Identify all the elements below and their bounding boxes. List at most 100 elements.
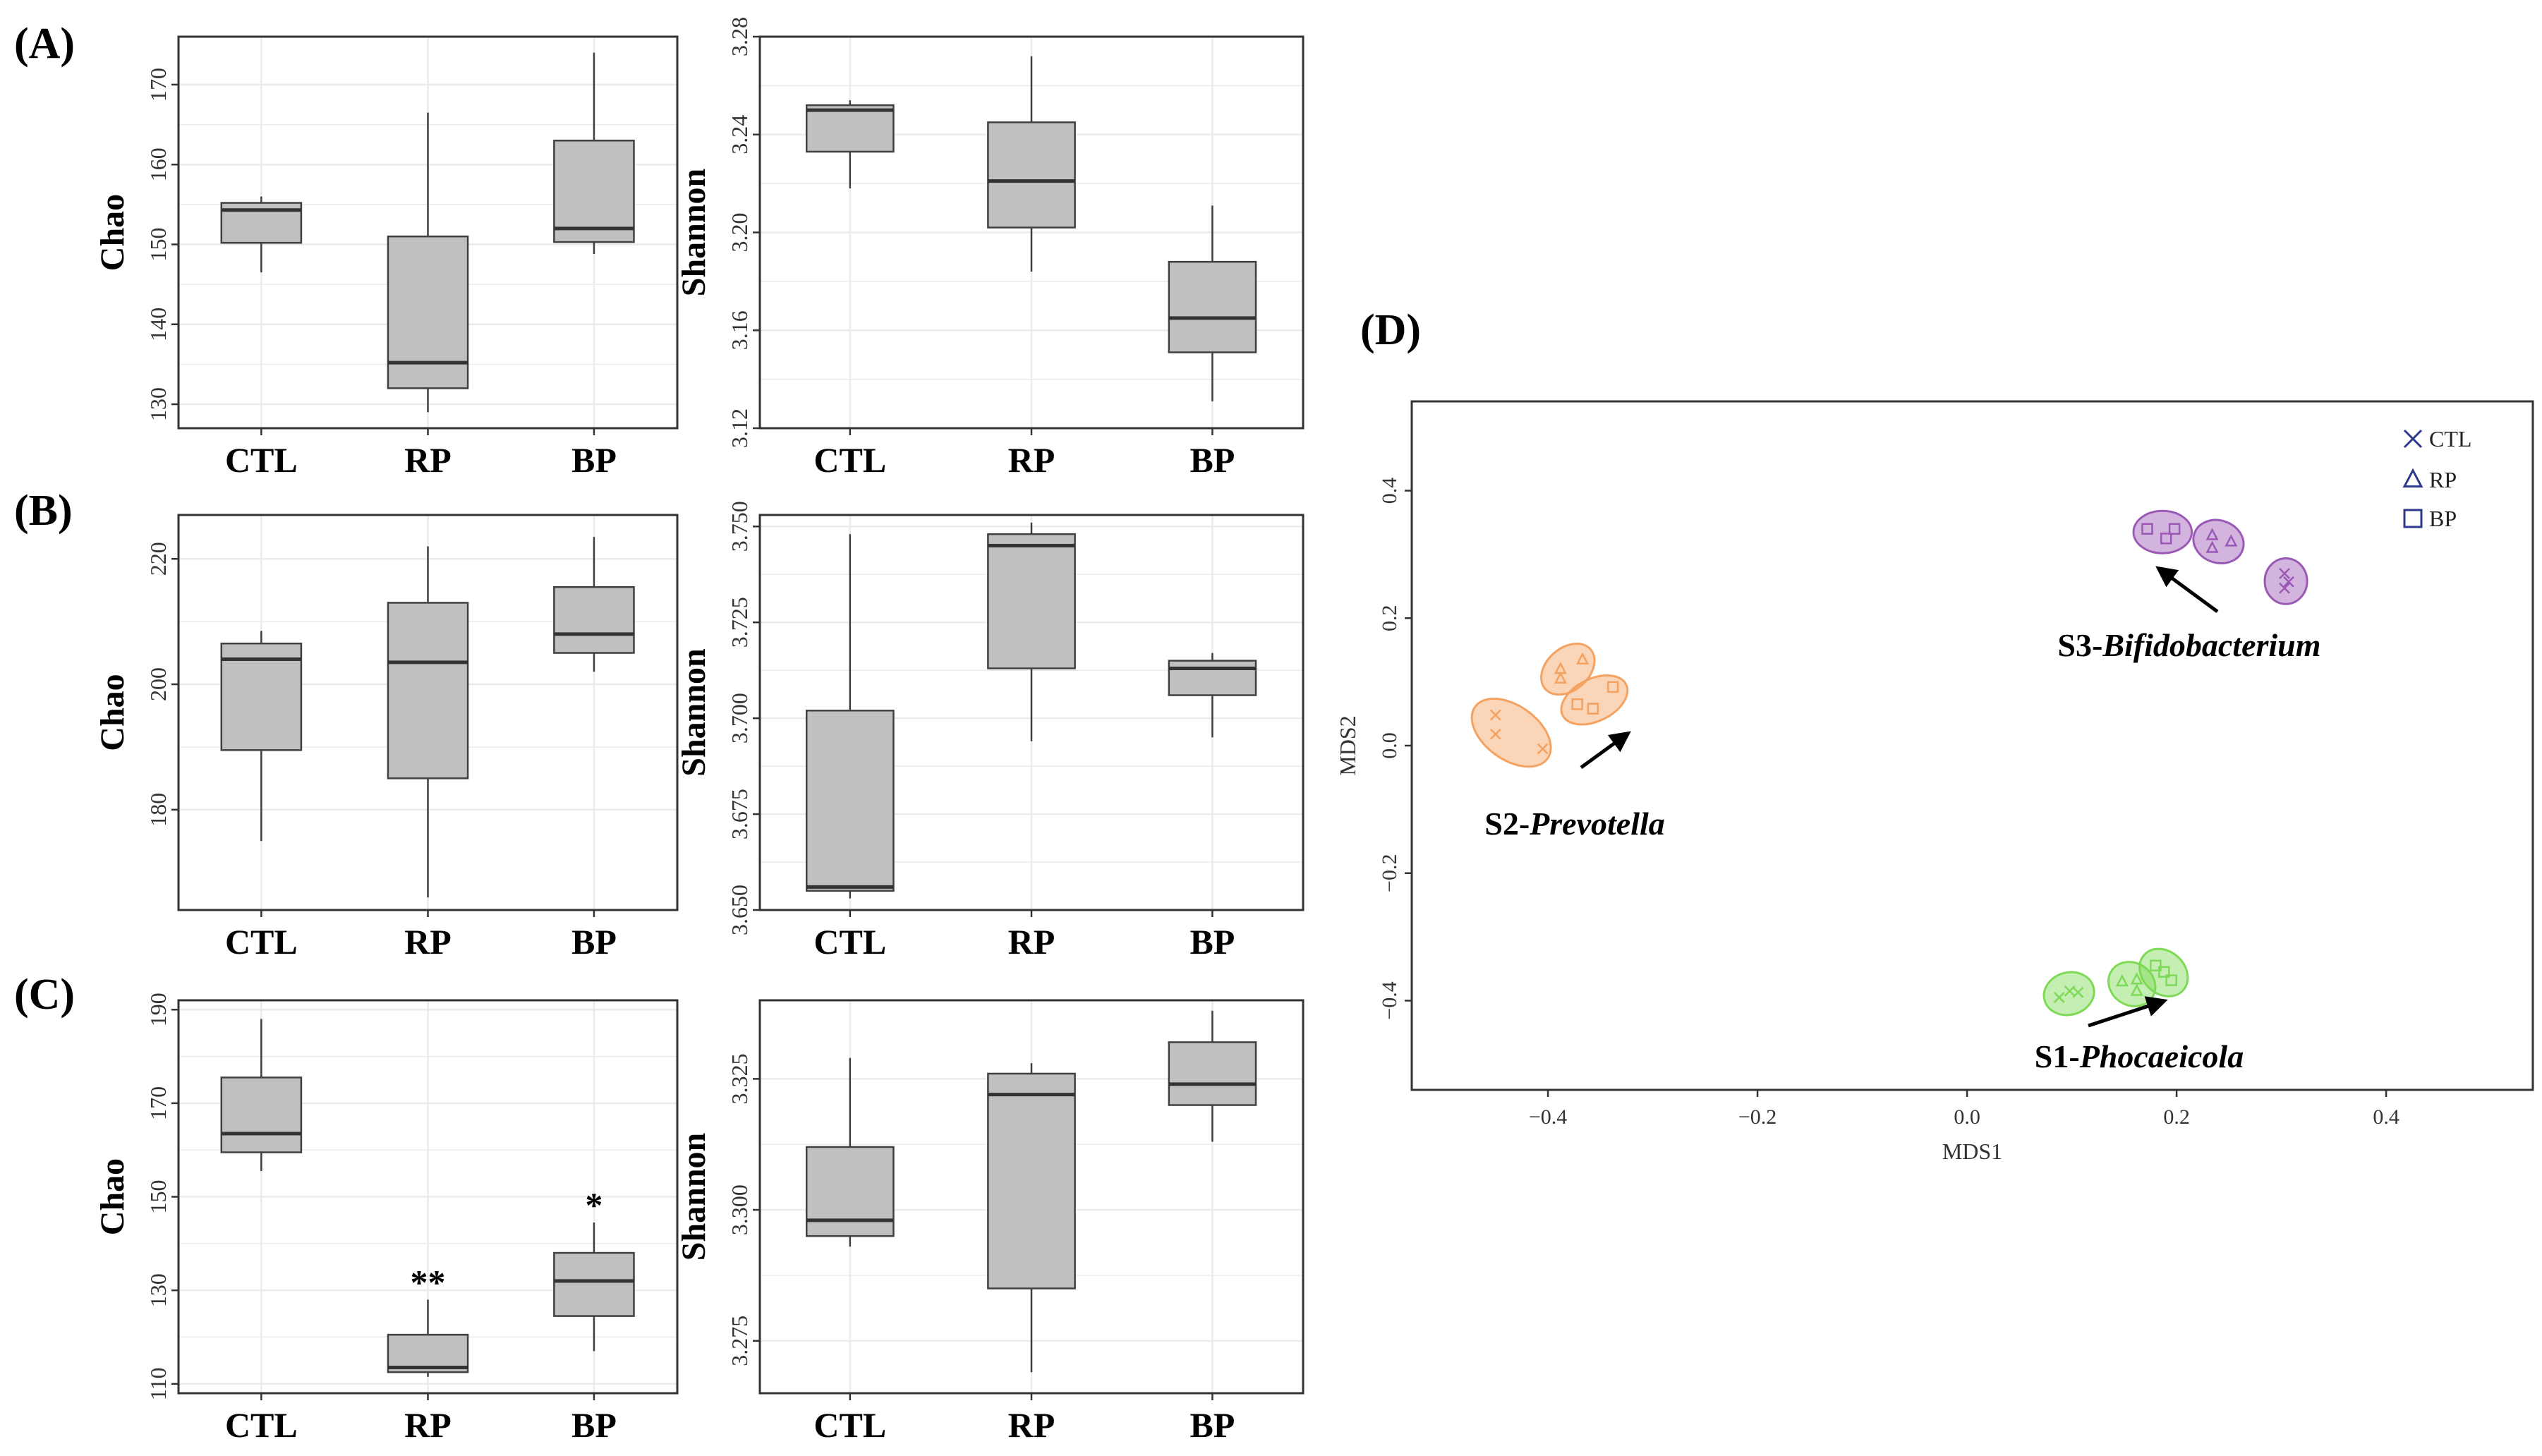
point-square-marker [2165,974,2177,986]
point-triangle-marker [2130,983,2143,996]
box-iqr [1168,660,1257,696]
point-triangle-marker [2130,972,2143,985]
x-category-label: RP [404,922,452,961]
point-x-marker [2072,986,2084,998]
legend-label: BP [2429,506,2457,531]
boxplot-chart: 3.12 3.16 3.20 3.24 3.28 Shannon CTL RP BP [675,17,1305,480]
x-tick-label: 0.2 [2163,1105,2190,1129]
point-square-marker [2150,959,2162,972]
point-x-marker [2283,576,2294,588]
cluster-arrow [2088,996,2168,1028]
cluster-label-prefix: S2- [1484,806,1530,842]
point-triangle-marker [2205,540,2219,553]
box-iqr [1168,260,1257,353]
point-x-marker [1537,743,1549,755]
box-iqr [553,139,635,243]
box-iqr [987,533,1076,669]
point-square-marker [2160,533,2172,545]
y-axis-label: Shannon [675,1133,713,1261]
point-triangle-marker [2205,528,2219,540]
y-tick-label: −0.4 [1378,981,1401,1019]
x-category-label: RP [1008,440,1055,480]
cluster-ellipse [1470,697,1552,768]
cluster-ellipse [1560,674,1629,726]
y-axis-label: Chao [94,194,131,271]
x-category-label: BP [1190,1405,1235,1445]
x-tick-label: 0.0 [1954,1105,1980,1129]
cluster-ellipse [2042,971,2095,1017]
y-tick-label: 0.0 [1378,732,1401,759]
legend-label: RP [2429,467,2457,492]
cluster-arrow [2155,566,2219,614]
point-triangle-marker [2402,468,2423,488]
cluster-label: S2-Prevotella [1484,806,1665,842]
point-triangle-marker [2225,534,2238,547]
y-tick-label: 3.700 [727,693,752,744]
box-iqr [553,586,635,654]
x-category-label: CTL [813,922,886,961]
x-category-label: CTL [225,922,298,961]
y-tick-label: 200 [145,667,171,701]
y-tick-label: 170 [145,1086,171,1120]
y-tick-label: 3.750 [727,501,752,552]
significance-marker: ** [411,1262,446,1302]
x-category-label: CTL [225,440,298,480]
y-tick-label: 0.2 [1378,605,1401,632]
y-tick-label: 3.12 [727,408,752,448]
legend: CTL RP BP [2402,426,2471,531]
cluster-ellipse [2192,518,2245,564]
box-iqr [220,642,303,751]
y-tick-label: 3.24 [727,115,752,154]
boxplot-chart: 130 140 150 160 170 Chao CTL RP BP [94,35,679,480]
panel-labels: (A) (B) (C) (D) [14,20,1421,1019]
y-axis-label: MDS2 [1335,715,1360,775]
point-square-marker [2403,509,2423,528]
legend-label: CTL [2429,426,2471,451]
point-square-marker [2168,523,2181,535]
y-tick-label: 3.16 [727,310,752,350]
y-tick-label: 3.275 [727,1316,752,1366]
x-category-label: BP [571,922,617,961]
box-iqr [387,602,469,779]
y-tick-label: 150 [145,227,171,261]
cluster-arrow [1580,731,1631,770]
cluster-label-prefix: S1- [2035,1038,2080,1074]
point-triangle-marker [2115,973,2129,987]
x-category-label: RP [404,440,452,480]
box-iqr [805,1146,895,1237]
x-tick-label: −0.4 [1529,1105,1567,1129]
cluster-label-prefix: S3- [2057,627,2102,663]
mds-frame [1410,400,2534,1091]
y-tick-label: 3.20 [727,213,752,253]
y-tick-label: 150 [145,1180,171,1214]
x-category-label: RP [1008,922,1055,961]
y-tick-label: 140 [145,308,171,341]
box-iqr [805,710,895,892]
x-category-label: CTL [813,1405,886,1445]
y-axis-label: Shannon [675,648,713,776]
point-x-marker [1489,728,1501,740]
x-axis-label: MDS1 [1942,1139,2002,1164]
y-tick-label: 3.28 [727,17,752,56]
box-iqr [1168,1041,1257,1106]
cluster-s2 [1470,643,1629,768]
cluster-label: S1-Phocaeicola [2035,1038,2244,1074]
y-tick-label: −0.2 [1378,854,1401,892]
box-iqr [387,235,469,389]
cluster-s1 [2042,947,2189,1017]
cluster-ellipse [2132,509,2193,554]
x-tick-label: −0.2 [1738,1105,1777,1129]
panel-label: (C) [14,971,75,1019]
point-square-marker [1571,698,1583,710]
box-iqr [805,104,895,153]
box-iqr [987,1072,1076,1290]
y-tick-label: 3.725 [727,597,752,648]
point-triangle-marker [1554,671,1567,684]
boxplot-chart: 180 200 220 Chao CTL RP BP [94,514,679,961]
y-tick-label: 220 [145,542,171,576]
box-iqr [220,1076,303,1153]
cluster-label: S3-Bifidobacterium [2057,627,2320,663]
y-tick-label: 3.300 [727,1184,752,1235]
